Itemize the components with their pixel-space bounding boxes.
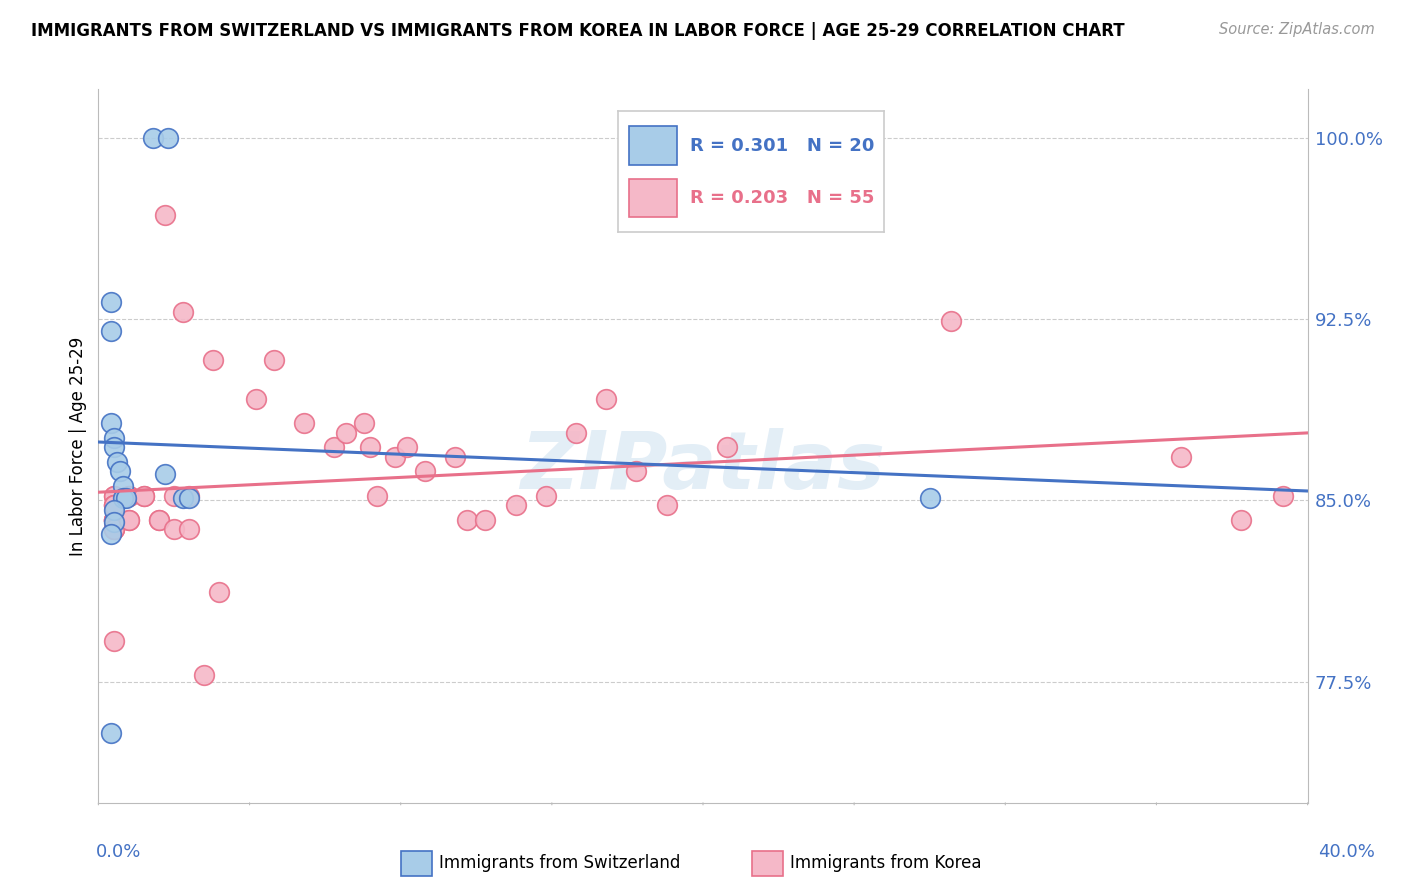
Point [179,523,201,537]
Point [456,513,478,527]
Text: Source: ZipAtlas.com: Source: ZipAtlas.com [1219,22,1375,37]
Point [179,491,201,505]
Text: 0.0%: 0.0% [96,843,141,861]
Point [103,523,125,537]
Point [1230,513,1253,527]
Point [118,489,141,503]
Point [111,479,134,493]
Point [103,513,125,527]
Point [103,513,125,527]
Point [655,498,678,512]
Point [172,491,194,505]
Point [103,523,125,537]
Point [100,324,122,338]
Point [716,440,738,454]
Point [153,208,176,222]
Point [108,464,131,478]
Point [105,455,128,469]
Point [1170,450,1192,464]
Point [202,353,225,368]
Point [100,725,122,739]
Point [103,489,125,503]
Point [103,498,125,512]
Point [118,513,141,527]
Point [193,667,215,681]
Point [384,450,406,464]
Point [103,513,125,527]
Point [132,489,155,503]
Point [103,431,125,445]
Point [179,489,201,503]
Point [366,489,388,503]
Point [148,513,170,527]
Point [335,425,357,440]
Point [918,491,941,505]
Point [156,130,179,145]
Point [103,498,125,512]
Point [103,515,125,529]
Point [148,513,170,527]
Point [103,498,125,512]
Point [626,464,648,478]
Point [263,353,285,368]
Point [444,450,467,464]
Point [323,440,346,454]
Point [413,464,436,478]
Point [153,467,176,481]
Point [245,392,267,406]
Point [111,491,134,505]
Point [103,633,125,648]
Point [118,513,141,527]
Point [474,513,496,527]
Point [534,489,557,503]
Text: Immigrants from Korea: Immigrants from Korea [790,855,981,872]
Point [132,489,155,503]
Text: IMMIGRANTS FROM SWITZERLAND VS IMMIGRANTS FROM KOREA IN LABOR FORCE | AGE 25-29 : IMMIGRANTS FROM SWITZERLAND VS IMMIGRANT… [31,22,1125,40]
Point [103,513,125,527]
Point [103,503,125,517]
Text: Immigrants from Switzerland: Immigrants from Switzerland [439,855,681,872]
Point [114,491,136,505]
Point [505,498,527,512]
Point [163,489,186,503]
Text: ZIPatlas: ZIPatlas [520,428,886,507]
Point [100,416,122,430]
Point [100,295,122,310]
Point [100,527,122,541]
Point [103,523,125,537]
Point [172,304,194,318]
Point [565,425,588,440]
Text: 40.0%: 40.0% [1319,843,1375,861]
Y-axis label: In Labor Force | Age 25-29: In Labor Force | Age 25-29 [69,336,87,556]
Point [292,416,315,430]
Point [595,392,617,406]
Point [163,523,186,537]
Point [142,130,165,145]
Point [208,585,231,599]
Point [360,440,382,454]
Point [939,314,962,328]
Point [118,489,141,503]
Point [395,440,418,454]
Point [103,489,125,503]
Point [103,440,125,454]
Point [1272,489,1295,503]
Point [353,416,375,430]
